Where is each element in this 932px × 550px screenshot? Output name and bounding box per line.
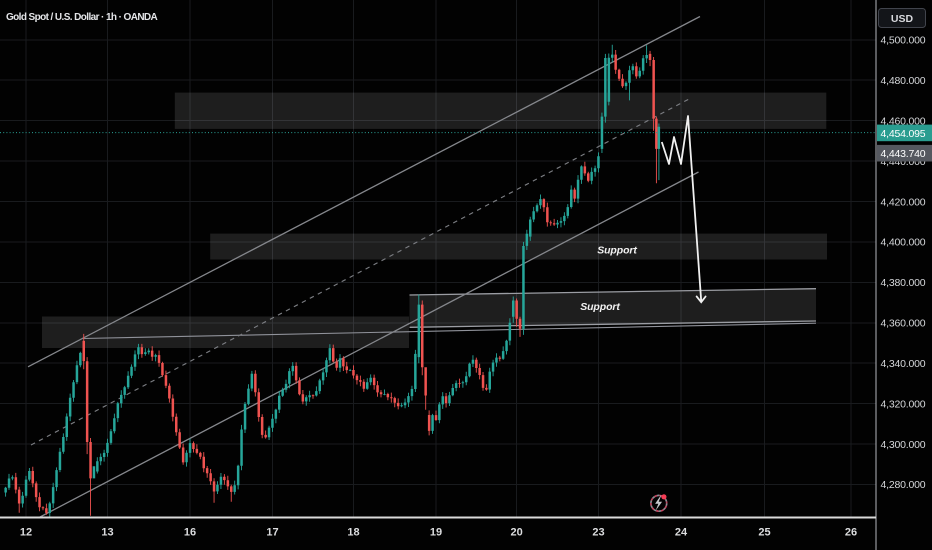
svg-text:4,400.000: 4,400.000 bbox=[881, 237, 926, 249]
svg-text:4,420.000: 4,420.000 bbox=[881, 196, 926, 208]
svg-text:USD: USD bbox=[891, 13, 914, 25]
svg-text:23: 23 bbox=[592, 527, 604, 539]
svg-text:17: 17 bbox=[266, 527, 278, 539]
svg-text:4,320.000: 4,320.000 bbox=[881, 398, 926, 410]
svg-text:4,443.740: 4,443.740 bbox=[881, 148, 926, 160]
svg-text:4,360.000: 4,360.000 bbox=[881, 318, 926, 330]
svg-text:4,454.095: 4,454.095 bbox=[881, 128, 926, 140]
svg-text:Gold Spot / U.S. Dollar · 1h ·: Gold Spot / U.S. Dollar · 1h · OANDA bbox=[6, 12, 158, 23]
svg-text:12: 12 bbox=[20, 527, 32, 539]
svg-text:4,460.000: 4,460.000 bbox=[881, 115, 926, 127]
svg-text:16: 16 bbox=[184, 527, 196, 539]
svg-text:Support: Support bbox=[580, 301, 620, 313]
svg-text:13: 13 bbox=[101, 527, 113, 539]
svg-text:4,280.000: 4,280.000 bbox=[881, 479, 926, 491]
svg-text:4,300.000: 4,300.000 bbox=[881, 439, 926, 451]
svg-text:18: 18 bbox=[347, 527, 359, 539]
svg-text:4,500.000: 4,500.000 bbox=[881, 35, 926, 47]
svg-text:26: 26 bbox=[845, 527, 857, 539]
svg-text:25: 25 bbox=[758, 527, 770, 539]
svg-text:24: 24 bbox=[675, 527, 688, 539]
svg-text:20: 20 bbox=[510, 527, 522, 539]
svg-text:19: 19 bbox=[430, 527, 442, 539]
svg-text:4,480.000: 4,480.000 bbox=[881, 75, 926, 87]
svg-text:4,380.000: 4,380.000 bbox=[881, 277, 926, 289]
svg-text:4,340.000: 4,340.000 bbox=[881, 358, 926, 370]
svg-text:Support: Support bbox=[597, 245, 637, 257]
